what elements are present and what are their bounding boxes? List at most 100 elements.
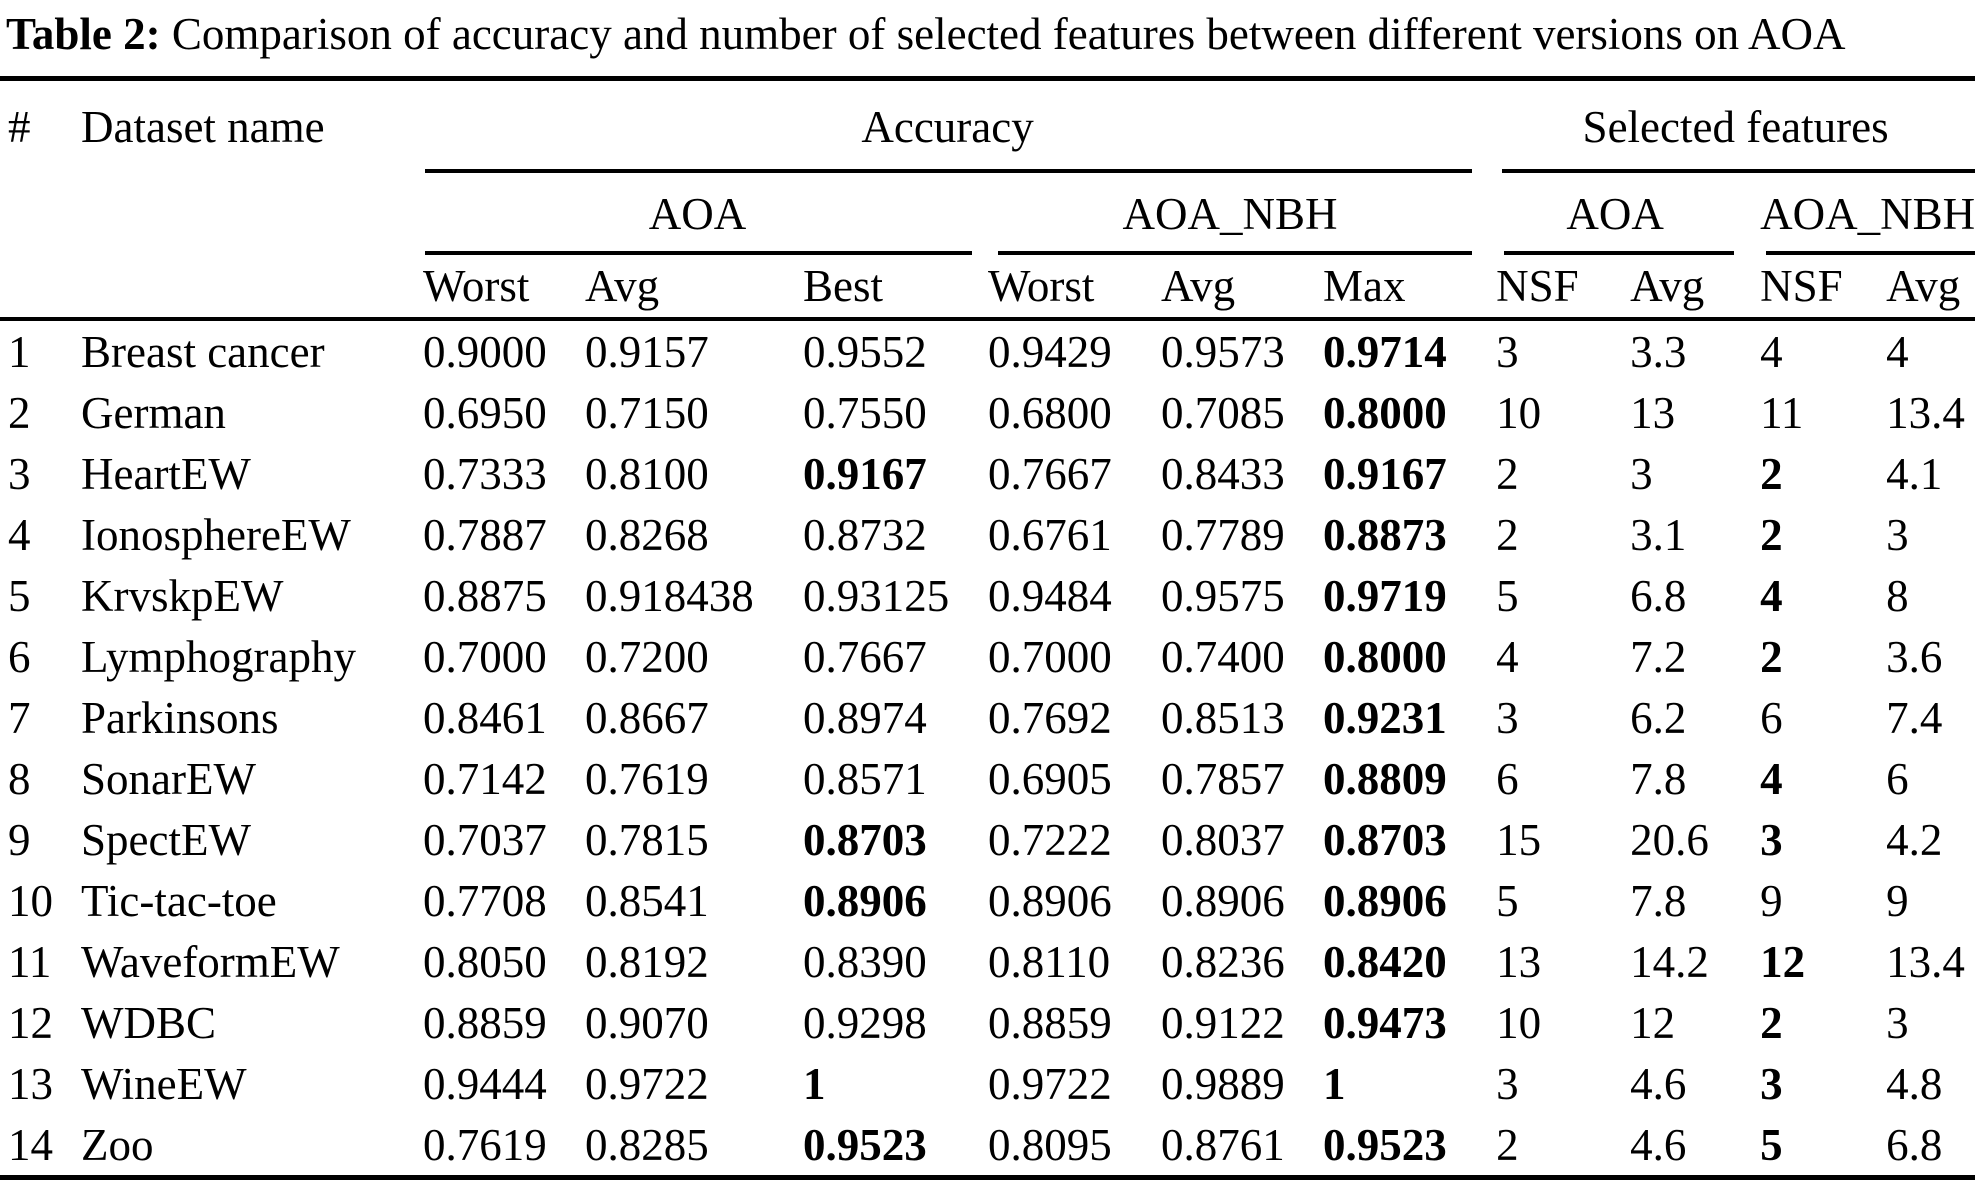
value-cell: 20.6: [1630, 814, 1709, 865]
value-cell: 0.7789: [1161, 509, 1285, 560]
table-row: 5 KrvskpEW 0.8875 0.918438 0.93125 0.9484 0.95…: [0, 565, 1975, 626]
value-cell: 0.7550: [803, 387, 927, 438]
dataset-name: IonosphereEW: [81, 509, 351, 560]
caption-label: Table 2:: [6, 9, 161, 59]
value-cell: 2: [1760, 448, 1783, 499]
value-cell: 0.8906: [988, 875, 1112, 926]
value-cell: 3.6: [1886, 631, 1943, 682]
dataset-name: WDBC: [81, 997, 216, 1048]
value-cell: 14.2: [1630, 936, 1709, 987]
table-row: 9 SpectEW 0.7037 0.7815 0.8703 0.7222 0.8037 0.…: [0, 809, 1975, 870]
value-cell: 0.8875: [423, 570, 547, 621]
value-cell: 0.8236: [1161, 936, 1285, 987]
col-header-avg-sf-aoa: Avg: [1630, 255, 1761, 321]
value-cell: 11: [1760, 387, 1804, 438]
col-header-avg-aoa: Avg: [585, 255, 803, 321]
value-cell: 0.7150: [585, 387, 709, 438]
row-number: 5: [8, 570, 31, 621]
value-cell: 12: [1630, 997, 1676, 1048]
row-number: 11: [8, 936, 52, 987]
value-cell: 0.9231: [1323, 692, 1447, 743]
value-cell: 0.8420: [1323, 936, 1447, 987]
value-cell: 0.9473: [1323, 997, 1447, 1048]
value-cell: 0.8100: [585, 448, 709, 499]
subgroup-header-aoa-selected: AOA: [1496, 173, 1760, 255]
dataset-name: KrvskpEW: [81, 570, 284, 621]
spacer-cell: [0, 173, 81, 255]
value-cell: 0.9523: [803, 1119, 927, 1170]
dataset-name: WineEW: [81, 1058, 247, 1109]
value-cell: 7.2: [1630, 631, 1687, 682]
dataset-name: Tic-tac-toe: [81, 875, 277, 926]
table-row: 8 SonarEW 0.7142 0.7619 0.8571 0.6905 0.7857 0.…: [0, 748, 1975, 809]
col-header-dataset-name: Dataset name: [81, 102, 325, 152]
value-cell: 8: [1886, 570, 1909, 621]
value-cell: 0.8390: [803, 936, 927, 987]
table-row: 11 WaveformEW 0.8050 0.8192 0.8390 0.8110 0.82…: [0, 931, 1975, 992]
value-cell: 4.8: [1886, 1058, 1943, 1109]
value-cell: 12: [1760, 936, 1806, 987]
row-number: 8: [8, 753, 31, 804]
spacer-cell: [0, 255, 81, 321]
value-cell: 0.8110: [988, 936, 1111, 987]
spacer-cell: [81, 255, 423, 321]
value-cell: 0.9714: [1323, 326, 1447, 377]
value-cell: 2: [1760, 997, 1783, 1048]
value-cell: 0.7333: [423, 448, 547, 499]
value-cell: 0.7857: [1161, 753, 1285, 804]
value-cell: 0.9167: [803, 448, 927, 499]
dataset-name: SonarEW: [81, 753, 256, 804]
value-cell: 0.7667: [988, 448, 1112, 499]
value-cell: 0.7200: [585, 631, 709, 682]
value-cell: 0.7815: [585, 814, 709, 865]
col-header-avg-aoa-nbh: Avg: [1161, 255, 1323, 321]
value-cell: 6: [1886, 753, 1909, 804]
value-cell: 13.4: [1886, 936, 1965, 987]
col-header-worst-aoa: Worst: [423, 255, 585, 321]
value-cell: 0.9070: [585, 997, 709, 1048]
group-header-accuracy: Accuracy: [423, 79, 1496, 174]
row-number: 9: [8, 814, 31, 865]
value-cell: 4: [1760, 570, 1783, 621]
value-cell: 0.7037: [423, 814, 547, 865]
value-cell: 2: [1496, 1119, 1519, 1170]
comparison-table: # Dataset name Accuracy Selected feature…: [0, 76, 1975, 1180]
value-cell: 0.8761: [1161, 1119, 1285, 1170]
value-cell: 0.9722: [585, 1058, 709, 1109]
value-cell: 13.4: [1886, 387, 1965, 438]
value-cell: 5: [1760, 1119, 1783, 1170]
value-cell: 0.9157: [585, 326, 709, 377]
col-header-avg-sf-aoa-nbh: Avg: [1886, 255, 1975, 321]
dataset-name: German: [81, 387, 226, 438]
col-header-number: #: [8, 102, 31, 152]
value-cell: 0.9429: [988, 326, 1112, 377]
subgroup-header-aoa-nbh-accuracy: AOA_NBH: [988, 173, 1496, 255]
value-cell: 4: [1760, 326, 1783, 377]
dataset-name: Breast cancer: [81, 326, 325, 377]
value-cell: 0.7400: [1161, 631, 1285, 682]
value-cell: 0.7692: [988, 692, 1112, 743]
value-cell: 1: [1323, 1058, 1346, 1109]
row-number: 3: [8, 448, 31, 499]
value-cell: 1: [803, 1058, 826, 1109]
value-cell: 0.7667: [803, 631, 927, 682]
table-row: 13 WineEW 0.9444 0.9722 1 0.9722 0.9889 1 3 4.6 3 4…: [0, 1053, 1975, 1114]
value-cell: 2: [1760, 509, 1783, 560]
value-cell: 0.9523: [1323, 1119, 1447, 1170]
value-cell: 0.8000: [1323, 387, 1447, 438]
value-cell: 5: [1496, 570, 1519, 621]
row-number: 10: [8, 875, 53, 926]
table-row: 6 Lymphography 0.7000 0.7200 0.7667 0.7000 0.7…: [0, 626, 1975, 687]
value-cell: 3: [1760, 1058, 1783, 1109]
spacer-cell: [81, 173, 423, 255]
dataset-name: Lymphography: [81, 631, 356, 682]
group-header-selected-features: Selected features: [1496, 79, 1975, 174]
value-cell: 0.9552: [803, 326, 927, 377]
value-cell: 0.8703: [1323, 814, 1447, 865]
value-cell: 0.8285: [585, 1119, 709, 1170]
col-header-worst-aoa-nbh: Worst: [988, 255, 1161, 321]
row-number: 4: [8, 509, 31, 560]
value-cell: 3.3: [1630, 326, 1687, 377]
value-cell: 0.9722: [988, 1058, 1112, 1109]
value-cell: 0.7142: [423, 753, 547, 804]
